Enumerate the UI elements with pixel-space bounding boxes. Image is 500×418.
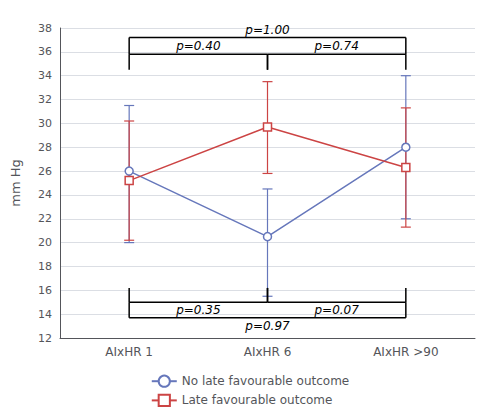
svg-text:32: 32 xyxy=(38,93,52,106)
svg-text:p=0.40: p=0.40 xyxy=(175,39,221,53)
svg-text:26: 26 xyxy=(38,165,52,178)
svg-text:p=0.07: p=0.07 xyxy=(313,303,359,317)
svg-text:36: 36 xyxy=(38,45,52,58)
svg-text:Late favourable outcome: Late favourable outcome xyxy=(182,393,333,407)
svg-text:No late favourable outcome: No late favourable outcome xyxy=(182,374,349,388)
svg-text:28: 28 xyxy=(38,141,52,154)
svg-text:34: 34 xyxy=(38,69,52,82)
svg-text:AIxHR >90: AIxHR >90 xyxy=(373,345,438,359)
svg-text:AIxHR 6: AIxHR 6 xyxy=(244,345,292,359)
svg-text:p=0.74: p=0.74 xyxy=(313,39,358,53)
svg-text:30: 30 xyxy=(38,117,52,130)
svg-text:18: 18 xyxy=(38,260,52,273)
svg-text:AIxHR 1: AIxHR 1 xyxy=(105,345,153,359)
svg-text:p=0.97: p=0.97 xyxy=(244,319,290,333)
svg-text:20: 20 xyxy=(38,236,52,249)
svg-text:mm Hg: mm Hg xyxy=(8,159,23,207)
svg-text:p=0.35: p=0.35 xyxy=(175,303,220,317)
svg-text:12: 12 xyxy=(38,332,52,345)
svg-text:14: 14 xyxy=(38,308,52,321)
svg-text:16: 16 xyxy=(38,284,52,297)
svg-text:24: 24 xyxy=(38,188,52,201)
svg-text:22: 22 xyxy=(38,212,52,225)
svg-text:38: 38 xyxy=(38,22,52,35)
svg-text:p=1.00: p=1.00 xyxy=(244,23,290,37)
